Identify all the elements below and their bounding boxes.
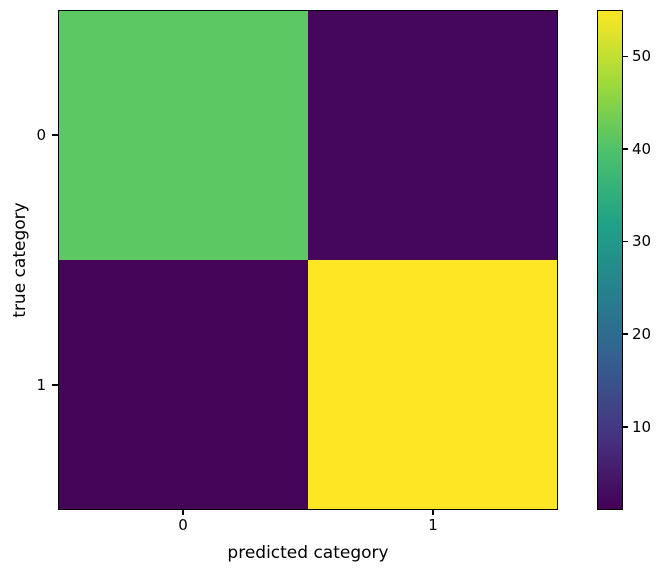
y-axis-label: true category bbox=[10, 202, 30, 318]
colorbar-tick-mark-20 bbox=[623, 333, 628, 335]
colorbar-tick-mark-50 bbox=[623, 55, 628, 57]
y-tick-label-0: 0 bbox=[36, 126, 46, 144]
y-tick-mark-1 bbox=[52, 384, 58, 386]
x-tick-mark-0 bbox=[182, 510, 184, 515]
y-tick-label-1: 1 bbox=[36, 376, 46, 394]
y-tick-mark-0 bbox=[52, 134, 58, 136]
heatmap-axes bbox=[58, 10, 558, 510]
colorbar bbox=[597, 10, 623, 510]
x-tick-mark-1 bbox=[432, 510, 434, 515]
heatmap-cell-r1c0 bbox=[59, 260, 308, 509]
x-tick-label-1: 1 bbox=[428, 516, 438, 534]
colorbar-tick-mark-30 bbox=[623, 240, 628, 243]
colorbar-tick-label-10: 10 bbox=[632, 418, 652, 436]
colorbar-tick-label-40: 40 bbox=[632, 140, 652, 158]
heatmap-cell-r1c1 bbox=[308, 260, 557, 509]
colorbar-tick-mark-10 bbox=[623, 426, 628, 428]
colorbar-tick-label-20: 20 bbox=[632, 325, 652, 343]
colorbar-tick-label-50: 50 bbox=[632, 47, 652, 65]
x-axis-label: predicted category bbox=[227, 543, 389, 563]
heatmap-cell-r0c1 bbox=[308, 11, 557, 260]
colorbar-tick-mark-40 bbox=[623, 148, 628, 150]
heatmap-cell-r0c0 bbox=[59, 11, 308, 260]
colorbar-tick-label-30: 30 bbox=[632, 232, 652, 250]
x-tick-label-0: 0 bbox=[178, 516, 188, 534]
